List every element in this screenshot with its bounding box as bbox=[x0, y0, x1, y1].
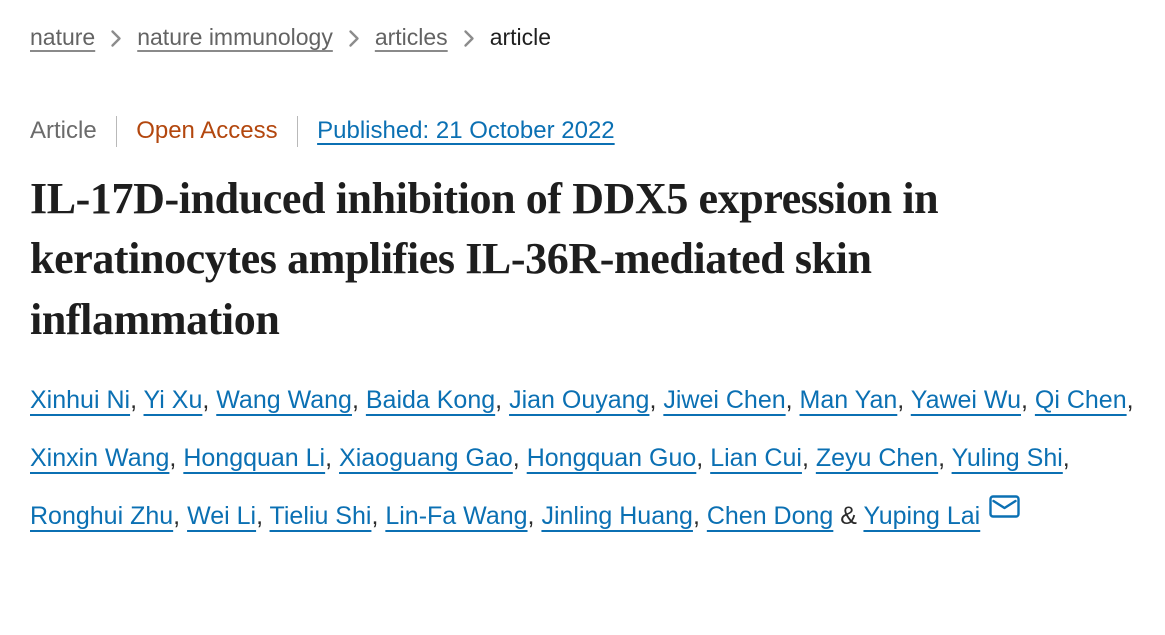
author-separator: , bbox=[527, 501, 542, 530]
author-separator: & bbox=[833, 501, 864, 530]
author-list: Xinhui Ni, Yi Xu, Wang Wang, Baida Kong,… bbox=[30, 386, 1134, 530]
author-separator: , bbox=[1126, 385, 1134, 414]
author-link[interactable]: Lian Cui bbox=[710, 443, 802, 472]
author-link[interactable]: Yawei Wu bbox=[910, 385, 1021, 414]
breadcrumb-link-articles[interactable]: articles bbox=[374, 24, 448, 50]
author-link[interactable]: Zeyu Chen bbox=[815, 443, 939, 472]
author-separator: , bbox=[692, 501, 707, 530]
article-type-label: Article bbox=[30, 117, 97, 145]
open-access-label: Open Access bbox=[136, 117, 278, 145]
chevron-right-icon bbox=[463, 29, 475, 48]
author-separator: , bbox=[696, 443, 711, 472]
breadcrumb-current-article: article bbox=[489, 24, 552, 50]
author-link[interactable]: Jiwei Chen bbox=[663, 385, 786, 414]
author-separator: , bbox=[801, 443, 816, 472]
author-separator: , bbox=[325, 443, 340, 472]
author-separator: , bbox=[130, 385, 144, 414]
article-title: IL-17D-induced inhibition of DDX5 expres… bbox=[30, 173, 939, 345]
author-separator: , bbox=[897, 385, 911, 414]
author-link[interactable]: Hongquan Guo bbox=[526, 443, 697, 472]
author-separator: , bbox=[512, 443, 527, 472]
author-link[interactable]: Xiaoguang Gao bbox=[339, 443, 513, 472]
author-link[interactable]: Yuping Lai bbox=[863, 501, 981, 530]
author-separator: , bbox=[256, 501, 270, 530]
author-link[interactable]: Hongquan Li bbox=[183, 443, 326, 472]
envelope-icon[interactable] bbox=[989, 495, 1020, 518]
author-link[interactable]: Xinhui Ni bbox=[30, 385, 131, 414]
author-link[interactable]: Qi Chen bbox=[1034, 385, 1127, 414]
author-link[interactable]: Lin-Fa Wang bbox=[385, 501, 528, 530]
author-separator: , bbox=[202, 385, 217, 414]
author-separator: , bbox=[495, 385, 510, 414]
author-separator: , bbox=[649, 385, 664, 414]
author-link[interactable]: Jinling Huang bbox=[541, 501, 693, 530]
author-link[interactable]: Wang Wang bbox=[216, 385, 352, 414]
author-link[interactable]: Baida Kong bbox=[365, 385, 496, 414]
vertical-divider bbox=[296, 115, 299, 147]
author-separator: , bbox=[169, 443, 184, 472]
author-link[interactable]: Yuling Shi bbox=[951, 443, 1063, 472]
author-list-container: Xinhui Ni, Yi Xu, Wang Wang, Baida Kong,… bbox=[30, 371, 1135, 545]
author-link[interactable]: Wei Li bbox=[187, 501, 257, 530]
author-link[interactable]: Ronghui Zhu bbox=[30, 501, 174, 530]
chevron-right-icon bbox=[110, 29, 122, 48]
author-separator: , bbox=[938, 443, 952, 472]
published-date-link[interactable]: Published: 21 October 2022 bbox=[317, 117, 615, 145]
chevron-right-icon bbox=[348, 29, 360, 48]
breadcrumb-link-nature-immunology[interactable]: nature immunology bbox=[137, 24, 333, 50]
author-link[interactable]: Jian Ouyang bbox=[509, 385, 650, 414]
author-separator: , bbox=[173, 501, 188, 530]
author-link[interactable]: Yi Xu bbox=[143, 385, 203, 414]
article-meta-row: Article Open Access Published: 21 Octobe… bbox=[30, 115, 1135, 147]
breadcrumb: nature nature immunology articles articl… bbox=[30, 24, 1135, 52]
author-separator: , bbox=[351, 385, 366, 414]
author-link[interactable]: Chen Dong bbox=[706, 501, 834, 530]
author-separator: , bbox=[371, 501, 386, 530]
author-link[interactable]: Xinxin Wang bbox=[30, 443, 170, 472]
author-link[interactable]: Man Yan bbox=[799, 385, 898, 414]
author-link[interactable]: Tieliu Shi bbox=[269, 501, 372, 530]
author-separator: , bbox=[1062, 443, 1070, 472]
vertical-divider bbox=[115, 115, 118, 147]
author-separator: , bbox=[785, 385, 800, 414]
author-separator: , bbox=[1020, 385, 1035, 414]
breadcrumb-link-nature[interactable]: nature bbox=[30, 24, 96, 50]
